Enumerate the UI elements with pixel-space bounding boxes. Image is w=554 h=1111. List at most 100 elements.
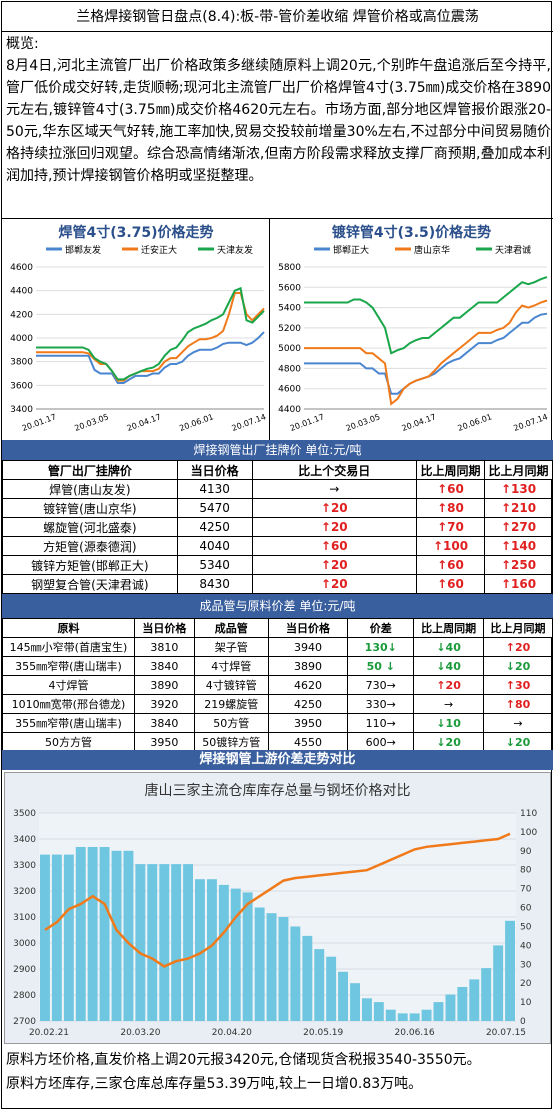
welded-pipe-chart: 焊管4寸(3.75)价格走势 邯郸友发 迁安正大 天津友发 3400 3600 3800 40… [2, 219, 270, 441]
y-tick-label: 4400 [278, 405, 301, 415]
y-tick-label: 4000 [10, 334, 33, 344]
summary: 概览: 8月4日,河北主流管厂出厂价格政策多继续随原料上调20元,个别昨午盘追涨… [6, 33, 551, 187]
spread: 130↓ [347, 637, 415, 657]
product-price: 4550 [267, 732, 349, 752]
x-tick-label: 20.01.17 [21, 412, 58, 433]
y2-tick-label: 60 [520, 904, 532, 914]
legend-label: 天津友发 [217, 244, 253, 256]
change-day: ↑20 [251, 517, 418, 537]
summary-label: 概览: [6, 36, 39, 52]
change-week: ↑100 [416, 536, 485, 556]
change-month: ↑20 [483, 637, 553, 657]
summary-text: 8月4日,河北主流管厂出厂价格政策多继续随原料上调20元,个别昨午盘追涨后至今持… [6, 58, 551, 184]
raw-material: 1010㎜宽带(邢台德龙) [2, 694, 135, 714]
product-name: 镀锌管(唐山京华) [2, 498, 178, 518]
table-row: 145㎜小窄带(首唐宝生) 3810 架子管 3940 130↓ ↓40 ↑20 [2, 637, 553, 657]
series-line [304, 299, 548, 406]
change-day: → [251, 479, 418, 499]
x-tick-label: 20.07.15 [486, 1028, 526, 1038]
bottom-band: 焊接钢管上游价差走势对比 [2, 750, 553, 770]
price: 5340 [176, 555, 253, 575]
spread: 110→ [347, 713, 415, 733]
footer: 原料方坯价格,直发价格上调20元报3420元,仓储现货含税报3540-3550元… [6, 1048, 551, 1096]
change-day: ↑20 [251, 574, 418, 594]
raw-price: 3920 [133, 694, 195, 714]
inventory-bar [266, 913, 277, 1021]
legend-label: 唐山京华 [414, 244, 450, 256]
y-tick-label: 4600 [278, 385, 301, 395]
y-tick-label: 3000 [13, 939, 36, 949]
y-tick-label: 5400 [278, 304, 301, 314]
galvanized-pipe-chart: 镀锌管4寸(3.5)价格走势 邯郸正大 唐山京华 天津君诚 4400 4600 4800 50… [270, 219, 553, 441]
inventory-bar [338, 971, 348, 1021]
x-tick-label: 20.03.05 [345, 412, 382, 433]
change-day: ↑60 [251, 536, 418, 556]
inventory-bar [290, 926, 301, 1021]
change-week: ↑60 [416, 555, 485, 575]
change-week: ↑60 [416, 479, 485, 499]
table1-header: 管厂出厂挂牌价 [2, 460, 178, 480]
product-price: 3950 [267, 713, 349, 733]
raw-price: 3840 [133, 656, 195, 676]
table2-header: 当日价格 [267, 618, 349, 638]
change-month: ↑140 [483, 536, 554, 556]
table1-header: 比上周同期 [416, 460, 485, 480]
inventory-bar [63, 854, 74, 1021]
table-row: 方矩管(源泰德润) 4040 ↑60 ↑100 ↑140 [2, 536, 554, 556]
table-row: 钢塑复合管(天津君诚) 8430 ↑20 ↑60 ↑160 [2, 574, 554, 594]
billet-price-line [44, 832, 511, 968]
change-month: ↓20 [483, 656, 553, 676]
footer-line1: 原料方坯价格,直发价格上调20元报3420元,仓储现货含税报3540-3550元… [6, 1052, 481, 1068]
chart-title: 焊管4寸(3.75)价格走势 [58, 224, 213, 241]
table1-band: 焊接钢管出厂挂牌价 单位:元/吨 [2, 440, 553, 460]
price: 8430 [176, 574, 253, 594]
inventory-bar [385, 1009, 396, 1021]
inventory-bar [469, 979, 480, 1021]
product-price: 4620 [267, 675, 349, 695]
inventory-bar [123, 850, 134, 1021]
table-row: 镀锌方矩管(邯郸正大) 5340 ↑20 ↑60 ↑250 [2, 555, 554, 575]
y-tick-label: 2900 [13, 965, 36, 975]
y-tick-label: 5600 [278, 283, 301, 293]
change-month: ↑250 [483, 555, 554, 575]
inventory-bar [457, 987, 468, 1021]
table-row: 355㎜窄带(唐山瑞丰) 3840 50方管 3950 110→ ↓10 → [2, 713, 553, 733]
y2-tick-label: 10 [520, 998, 532, 1008]
y-tick-label: 3200 [13, 887, 36, 897]
change-week: → [413, 694, 485, 714]
table-row: 镀锌管(唐山京华) 5470 ↑20 ↑80 ↑210 [2, 498, 554, 518]
inventory-bar [87, 847, 98, 1021]
change-week: ↓40 [413, 637, 485, 657]
inventory-bar [40, 854, 50, 1021]
x-tick-label: 20.01.17 [289, 412, 326, 433]
inventory-bar [207, 879, 217, 1021]
inventory-bar [147, 864, 158, 1021]
y2-tick-label: 70 [520, 885, 532, 895]
x-tick-label: 20.06.01 [457, 412, 494, 433]
inventory-billet-chart: 唐山三家主流仓库库存总量与钢坯价格对比 2700 2800 2900 3000 3100 3… [4, 772, 551, 1044]
inventory-bar [135, 864, 146, 1021]
y2-tick-label: 30 [520, 960, 532, 970]
change-month: ↑130 [483, 479, 554, 499]
y-tick-label: 3400 [13, 835, 36, 845]
inventory-bar [230, 888, 241, 1021]
table2-header: 比上月同期 [483, 618, 553, 638]
table-row: 355㎜窄带(唐山瑞丰) 3840 4寸焊管 3890 50 ↓ ↓40 ↓20 [2, 656, 553, 676]
change-month: ↑270 [483, 517, 554, 537]
inventory-bar [111, 850, 122, 1021]
x-tick-label: 20.05.19 [303, 1028, 343, 1038]
inventory-bar [51, 854, 62, 1021]
y2-tick-label: 0 [520, 1017, 526, 1027]
inventory-bar [505, 920, 515, 1021]
raw-material: 145㎜小窄带(首唐宝生) [2, 637, 135, 657]
y-tick-label: 2700 [13, 1017, 36, 1027]
inventory-bar [314, 949, 325, 1021]
spread: 330→ [347, 694, 415, 714]
series-line [36, 292, 265, 382]
series-line [304, 312, 548, 395]
change-week: ↑80 [416, 498, 485, 518]
series-line [304, 276, 548, 355]
inventory-bar [99, 847, 110, 1021]
